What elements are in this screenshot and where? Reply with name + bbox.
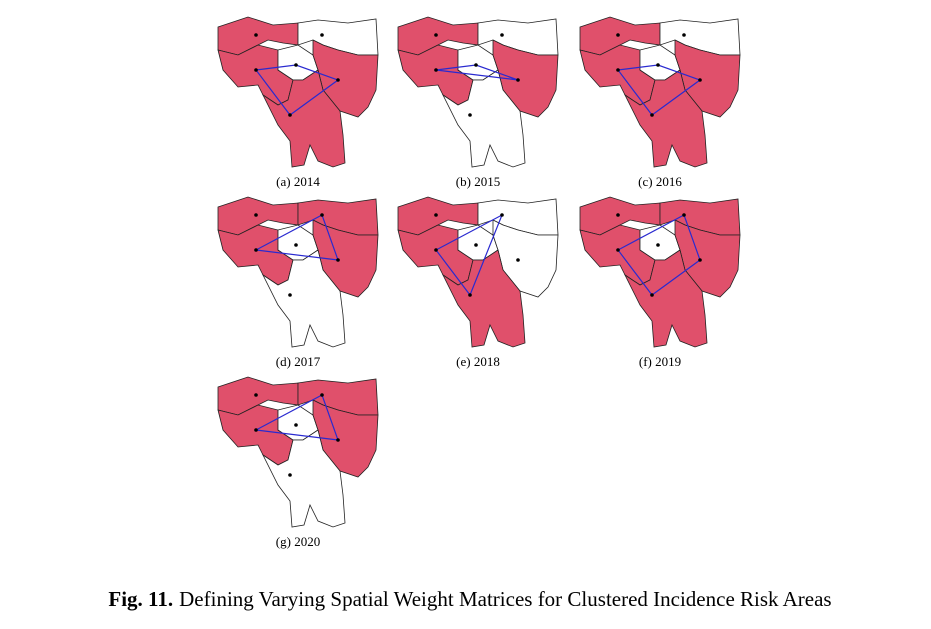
centroid xyxy=(650,113,654,117)
centroid xyxy=(434,248,438,252)
panel-caption: (g) 2020 xyxy=(276,534,320,549)
centroid xyxy=(682,33,686,37)
map-panel xyxy=(217,376,379,528)
weight-network xyxy=(435,213,504,297)
panel-caption: (b) 2015 xyxy=(456,174,500,189)
figure-text: Defining Varying Spatial Weight Matrices… xyxy=(179,587,831,611)
weight-network xyxy=(435,64,519,81)
map-panel xyxy=(579,196,741,348)
map-panel xyxy=(217,196,379,348)
centroid xyxy=(336,258,340,262)
centroid xyxy=(288,473,292,477)
centroid xyxy=(698,78,702,82)
centroid xyxy=(616,248,620,252)
centroid xyxy=(254,393,258,397)
centroid xyxy=(434,33,438,37)
map-panel xyxy=(397,16,559,168)
district xyxy=(261,69,346,168)
panel-caption: (e) 2018 xyxy=(456,354,500,369)
centroid xyxy=(294,63,298,67)
centroid xyxy=(616,33,620,37)
centroid xyxy=(254,248,258,252)
district xyxy=(623,69,708,168)
panel-caption: (c) 2016 xyxy=(638,174,682,189)
centroid xyxy=(468,113,472,117)
district xyxy=(261,249,346,348)
centroid xyxy=(656,243,660,247)
centroid xyxy=(254,33,258,37)
map-panel xyxy=(579,16,741,168)
centroid xyxy=(294,423,298,427)
centroid xyxy=(682,213,686,217)
centroid xyxy=(336,78,340,82)
centroid xyxy=(434,68,438,72)
centroid xyxy=(320,33,324,37)
centroid xyxy=(616,213,620,217)
centroid xyxy=(516,78,520,82)
centroid xyxy=(650,293,654,297)
centroid xyxy=(254,68,258,72)
district xyxy=(441,249,526,348)
panel-caption: (f) 2019 xyxy=(639,354,681,369)
map-panel xyxy=(217,16,379,168)
centroid xyxy=(288,293,292,297)
centroid xyxy=(434,213,438,217)
figure-caption: Fig. 11. Defining Varying Spatial Weight … xyxy=(108,587,831,611)
map-panel xyxy=(397,196,559,348)
centroid xyxy=(516,258,520,262)
centroid xyxy=(336,438,340,442)
centroid xyxy=(288,113,292,117)
weight-network xyxy=(254,214,339,261)
centroid xyxy=(474,63,478,67)
centroid xyxy=(616,68,620,72)
district xyxy=(441,69,526,168)
centroid xyxy=(320,213,324,217)
centroid xyxy=(294,243,298,247)
centroid xyxy=(468,293,472,297)
panel-caption: (a) 2014 xyxy=(276,174,320,189)
centroid xyxy=(474,243,478,247)
district xyxy=(261,429,346,528)
weight-network xyxy=(254,394,339,441)
panel-caption: (d) 2017 xyxy=(276,354,321,369)
figure-label: Fig. 11. xyxy=(108,587,173,611)
centroid xyxy=(320,393,324,397)
centroid xyxy=(500,33,504,37)
centroid xyxy=(656,63,660,67)
district xyxy=(623,249,708,348)
centroid xyxy=(254,213,258,217)
centroid xyxy=(500,213,504,217)
centroid xyxy=(698,258,702,262)
centroid xyxy=(254,428,258,432)
